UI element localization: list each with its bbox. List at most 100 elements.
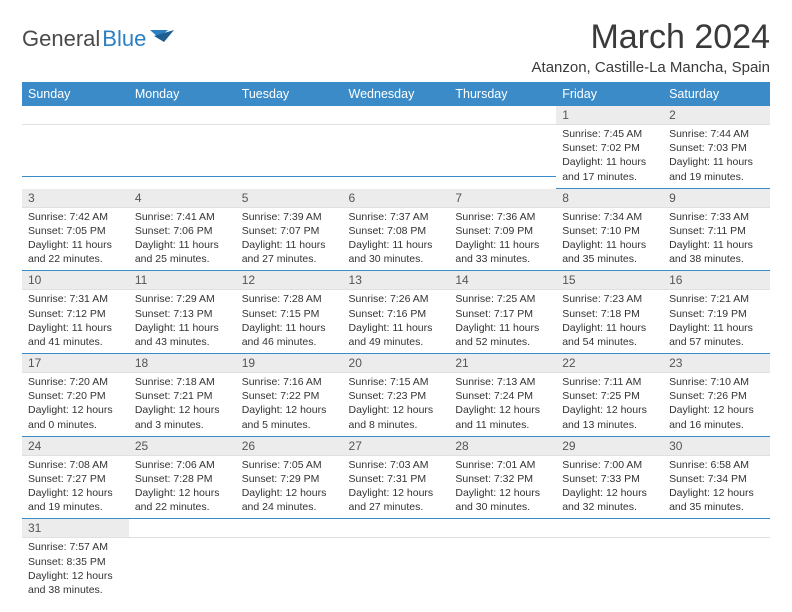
daylight-line: Daylight: 12 hours and 38 minutes. <box>28 569 123 597</box>
day-number: 13 <box>343 271 450 290</box>
daylight-line: Daylight: 11 hours and 46 minutes. <box>242 321 337 349</box>
sunset-line: Sunset: 7:34 PM <box>669 472 764 486</box>
calendar-cell: 30Sunrise: 6:58 AMSunset: 7:34 PMDayligh… <box>663 437 770 520</box>
day-number: 17 <box>22 354 129 373</box>
day-number: 19 <box>236 354 343 373</box>
day-content: Sunrise: 7:28 AMSunset: 7:15 PMDaylight:… <box>236 290 343 354</box>
daylight-line: Daylight: 12 hours and 5 minutes. <box>242 403 337 431</box>
calendar-cell: 12Sunrise: 7:28 AMSunset: 7:15 PMDayligh… <box>236 271 343 354</box>
sunrise-line: Sunrise: 7:31 AM <box>28 292 123 306</box>
sunset-line: Sunset: 7:06 PM <box>135 224 230 238</box>
calendar-cell: 31Sunrise: 7:57 AMSunset: 8:35 PMDayligh… <box>22 519 129 601</box>
calendar-cell <box>236 106 343 189</box>
day-content: Sunrise: 7:10 AMSunset: 7:26 PMDaylight:… <box>663 373 770 437</box>
sunrise-line: Sunrise: 7:42 AM <box>28 210 123 224</box>
sunrise-line: Sunrise: 7:41 AM <box>135 210 230 224</box>
day-number: 12 <box>236 271 343 290</box>
calendar-cell: 5Sunrise: 7:39 AMSunset: 7:07 PMDaylight… <box>236 189 343 272</box>
calendar-cell: 10Sunrise: 7:31 AMSunset: 7:12 PMDayligh… <box>22 271 129 354</box>
sunrise-line: Sunrise: 7:01 AM <box>455 458 550 472</box>
daylight-line: Daylight: 12 hours and 0 minutes. <box>28 403 123 431</box>
daylight-line: Daylight: 11 hours and 52 minutes. <box>455 321 550 349</box>
calendar-cell: 2Sunrise: 7:44 AMSunset: 7:03 PMDaylight… <box>663 106 770 189</box>
calendar-week: 1Sunrise: 7:45 AMSunset: 7:02 PMDaylight… <box>22 106 770 189</box>
calendar-cell <box>663 519 770 601</box>
daylight-line: Daylight: 11 hours and 33 minutes. <box>455 238 550 266</box>
calendar-week: 24Sunrise: 7:08 AMSunset: 7:27 PMDayligh… <box>22 437 770 520</box>
day-content: Sunrise: 7:41 AMSunset: 7:06 PMDaylight:… <box>129 208 236 272</box>
daylight-line: Daylight: 11 hours and 38 minutes. <box>669 238 764 266</box>
sunset-line: Sunset: 7:05 PM <box>28 224 123 238</box>
day-number: 25 <box>129 437 236 456</box>
day-number: 23 <box>663 354 770 373</box>
daylight-line: Daylight: 12 hours and 19 minutes. <box>28 486 123 514</box>
day-number: 6 <box>343 189 450 208</box>
sunset-line: Sunset: 7:23 PM <box>349 389 444 403</box>
sunset-line: Sunset: 7:22 PM <box>242 389 337 403</box>
day-content: Sunrise: 7:01 AMSunset: 7:32 PMDaylight:… <box>449 456 556 520</box>
calendar-cell: 4Sunrise: 7:41 AMSunset: 7:06 PMDaylight… <box>129 189 236 272</box>
calendar-cell <box>449 519 556 601</box>
day-content: Sunrise: 7:21 AMSunset: 7:19 PMDaylight:… <box>663 290 770 354</box>
brand-part2: Blue <box>102 26 146 52</box>
day-number: 3 <box>22 189 129 208</box>
day-number: 2 <box>663 106 770 125</box>
day-number: 22 <box>556 354 663 373</box>
sunset-line: Sunset: 7:29 PM <box>242 472 337 486</box>
calendar-cell <box>129 106 236 189</box>
sunrise-line: Sunrise: 7:15 AM <box>349 375 444 389</box>
sunset-line: Sunset: 7:03 PM <box>669 141 764 155</box>
calendar-header-row: SundayMondayTuesdayWednesdayThursdayFrid… <box>22 82 770 106</box>
day-number: 9 <box>663 189 770 208</box>
day-content: Sunrise: 7:34 AMSunset: 7:10 PMDaylight:… <box>556 208 663 272</box>
day-number: 21 <box>449 354 556 373</box>
day-content: Sunrise: 7:31 AMSunset: 7:12 PMDaylight:… <box>22 290 129 354</box>
daylight-line: Daylight: 11 hours and 54 minutes. <box>562 321 657 349</box>
sunset-line: Sunset: 7:17 PM <box>455 307 550 321</box>
location: Atanzon, Castille-La Mancha, Spain <box>532 59 770 76</box>
day-number: 14 <box>449 271 556 290</box>
sunrise-line: Sunrise: 7:36 AM <box>455 210 550 224</box>
day-content: Sunrise: 7:26 AMSunset: 7:16 PMDaylight:… <box>343 290 450 354</box>
day-content: Sunrise: 7:37 AMSunset: 7:08 PMDaylight:… <box>343 208 450 272</box>
daylight-line: Daylight: 11 hours and 30 minutes. <box>349 238 444 266</box>
sunrise-line: Sunrise: 7:16 AM <box>242 375 337 389</box>
sunset-line: Sunset: 7:08 PM <box>349 224 444 238</box>
day-number: 7 <box>449 189 556 208</box>
sunrise-line: Sunrise: 7:10 AM <box>669 375 764 389</box>
calendar-cell: 14 Sunrise: 7:25 AMSunset: 7:17 PMDayligh… <box>449 271 556 354</box>
day-number: 30 <box>663 437 770 456</box>
day-content: Sunrise: 7:15 AMSunset: 7:23 PMDaylight:… <box>343 373 450 437</box>
day-number: 28 <box>449 437 556 456</box>
day-number: 31 <box>22 519 129 538</box>
sunrise-line: Sunrise: 7:13 AM <box>455 375 550 389</box>
sunrise-line: Sunrise: 7:37 AM <box>349 210 444 224</box>
weekday-header: Sunday <box>22 82 129 106</box>
sunset-line: Sunset: 7:07 PM <box>242 224 337 238</box>
calendar-cell <box>556 519 663 601</box>
day-content: Sunrise: 7:23 AMSunset: 7:18 PMDaylight:… <box>556 290 663 354</box>
weekday-header: Friday <box>556 82 663 106</box>
calendar-cell <box>236 519 343 601</box>
brand-logo: GeneralBlue <box>22 26 176 52</box>
sunrise-line: Sunrise: 7:25 AM <box>455 292 550 306</box>
sunrise-line: Sunrise: 6:58 AM <box>669 458 764 472</box>
weekday-header: Saturday <box>663 82 770 106</box>
daylight-line: Daylight: 12 hours and 30 minutes. <box>455 486 550 514</box>
day-content: Sunrise: 7:57 AMSunset: 8:35 PMDaylight:… <box>22 538 129 601</box>
day-content: Sunrise: 7:20 AMSunset: 7:20 PMDaylight:… <box>22 373 129 437</box>
calendar-cell: 8Sunrise: 7:34 AMSunset: 7:10 PMDaylight… <box>556 189 663 272</box>
sunset-line: Sunset: 7:16 PM <box>349 307 444 321</box>
calendar-cell: 22Sunrise: 7:11 AMSunset: 7:25 PMDayligh… <box>556 354 663 437</box>
weekday-header: Wednesday <box>343 82 450 106</box>
sunrise-line: Sunrise: 7:39 AM <box>242 210 337 224</box>
calendar-cell: 18Sunrise: 7:18 AMSunset: 7:21 PMDayligh… <box>129 354 236 437</box>
daylight-line: Daylight: 12 hours and 22 minutes. <box>135 486 230 514</box>
month-title: March 2024 <box>532 18 770 57</box>
daylight-line: Daylight: 12 hours and 13 minutes. <box>562 403 657 431</box>
day-content: Sunrise: 7:18 AMSunset: 7:21 PMDaylight:… <box>129 373 236 437</box>
sunset-line: Sunset: 7:12 PM <box>28 307 123 321</box>
daylight-line: Daylight: 12 hours and 16 minutes. <box>669 403 764 431</box>
calendar-table: SundayMondayTuesdayWednesdayThursdayFrid… <box>22 82 770 601</box>
sunrise-line: Sunrise: 7:45 AM <box>562 127 657 141</box>
